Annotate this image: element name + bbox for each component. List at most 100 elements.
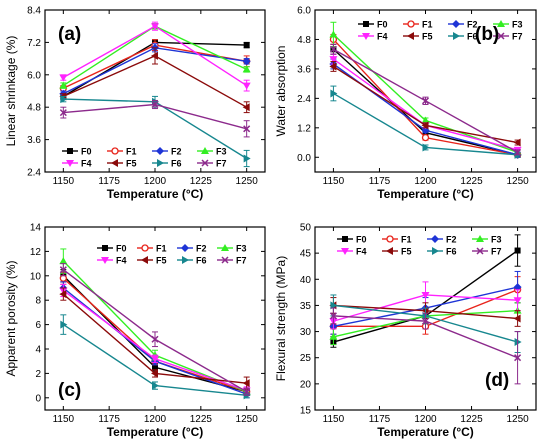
x-tick-label: 1250: [236, 414, 259, 425]
y-tick-label: 40: [300, 275, 312, 286]
data-point-F7: [59, 266, 67, 274]
data-point-F6: [243, 154, 251, 163]
series-F7: [59, 263, 251, 396]
y-tick-label: 6: [35, 320, 41, 331]
legend-marker-F3: [497, 20, 505, 27]
data-point-F7: [329, 312, 337, 320]
y-tick-label: 6.0: [297, 6, 311, 17]
data-point-F7-stroke: [514, 354, 522, 362]
data-point-F6: [330, 89, 338, 98]
legend-marker-F1: [407, 20, 415, 28]
x-tick-label: 1150: [53, 176, 75, 187]
x-tick-label: 1250: [506, 176, 529, 187]
chart-panel-2: 1150 1175 1200 1225 1250 0.0 1.2 2.4 3.6 4.8 6.0 Te…: [274, 6, 537, 201]
legend-marker-F3: [476, 235, 484, 242]
legend-marker-F4: [66, 160, 74, 167]
data-point-F3: [329, 332, 338, 340]
y-tick-label: 8: [35, 296, 41, 307]
legend-marker-F4: [341, 248, 349, 255]
legend-label-F6: F6: [467, 32, 478, 42]
x-tick-label: 1225: [190, 414, 213, 425]
series-F4: [59, 21, 251, 92]
data-point-F0: [152, 364, 158, 371]
data-point-F2: [421, 126, 430, 135]
data-point-F7: [151, 100, 159, 109]
y-axis-label: Water absorption: [274, 46, 288, 137]
data-point-F2: [513, 283, 522, 292]
legend-label-F5: F5: [422, 32, 433, 42]
data-point-F6: [152, 381, 159, 390]
data-point-F7-stroke: [421, 317, 430, 325]
legend-marker-F6: [182, 256, 189, 264]
y-tick-label: 35: [300, 301, 312, 312]
x-tick-label: 1200: [414, 414, 437, 425]
data-point-F4: [329, 56, 338, 64]
series-F7: [329, 307, 522, 385]
legend-marker-F0: [363, 21, 369, 27]
legend-label-F0: F0: [116, 244, 127, 254]
data-point-F7-stroke: [151, 335, 159, 343]
legend-label-F4: F4: [81, 159, 92, 169]
x-tick-label: 1150: [53, 414, 75, 425]
legend-marker-F1: [386, 235, 394, 243]
legend-marker-F7: [476, 247, 484, 255]
panel-label: (d): [485, 370, 509, 391]
x-tick-label: 1200: [144, 414, 167, 425]
data-point-F0: [243, 42, 250, 49]
y-tick-label: 3.6: [297, 64, 311, 75]
data-point-F4: [151, 23, 159, 31]
y-tick-label: 25: [300, 353, 312, 364]
legend-marker-F6: [453, 32, 460, 40]
y-tick-label: 6.0: [27, 70, 41, 81]
legend-marker-F4: [101, 257, 109, 264]
y-axis-label: Flexural strength (MPa): [274, 256, 288, 381]
data-point-F6: [422, 143, 430, 152]
legend-label-F6: F6: [196, 256, 207, 266]
y-tick-label: 12: [30, 247, 42, 258]
legend-marker-F7: [221, 256, 229, 264]
x-tick-label: 1200: [414, 176, 437, 187]
legend-label-F6: F6: [446, 247, 457, 257]
y-tick-label: 45: [300, 249, 312, 260]
legend-label-F0: F0: [356, 235, 367, 245]
x-tick-label: 1175: [98, 414, 120, 425]
x-tick-label: 1150: [323, 176, 345, 187]
data-point-F7: [421, 97, 430, 105]
series-F7: [59, 99, 251, 138]
legend-marker-F1: [141, 244, 149, 252]
legend-label-F5: F5: [156, 256, 167, 266]
data-point-F7-stroke: [329, 312, 337, 320]
y-tick-label: 2.4: [27, 168, 41, 179]
data-point-F5: [513, 138, 521, 147]
y-tick-label: 4.8: [27, 103, 41, 114]
x-tick-label: 1225: [190, 176, 213, 187]
legend-label-F6: F6: [171, 159, 182, 169]
x-axis-label: Temperature (°C): [107, 187, 204, 201]
data-point-F5: [242, 103, 250, 112]
legend-marker-F7-stroke: [201, 159, 209, 167]
legend: F0 F1 F2 F3 F4 F5 F6 F7: [358, 20, 523, 42]
legend-label-F1: F1: [401, 235, 412, 245]
legend-marker-F2: [452, 20, 460, 28]
data-point-F5: [329, 62, 337, 71]
series-F7: [329, 43, 522, 156]
legend-marker-F7: [201, 159, 209, 167]
legend-marker-F0: [67, 148, 73, 154]
x-tick-label: 1200: [144, 176, 167, 187]
legend-label-F3: F3: [216, 147, 227, 157]
legend-marker-F5: [386, 247, 393, 255]
legend-marker-F4: [362, 33, 370, 40]
legend-label-F7: F7: [216, 159, 227, 169]
x-axis-label: Temperature (°C): [377, 187, 474, 201]
data-point-F7: [329, 45, 337, 53]
data-point-F3: [59, 257, 68, 265]
data-point-F7-stroke: [329, 45, 337, 53]
data-point-F2: [242, 57, 251, 66]
data-point-F3: [242, 65, 251, 73]
legend-marker-F7-stroke: [221, 256, 229, 264]
y-tick-label: 1.2: [297, 123, 311, 134]
legend-marker-F3: [221, 244, 229, 251]
data-point-F3: [329, 30, 338, 38]
data-point-F7: [243, 125, 251, 133]
data-point-F4: [513, 297, 522, 305]
